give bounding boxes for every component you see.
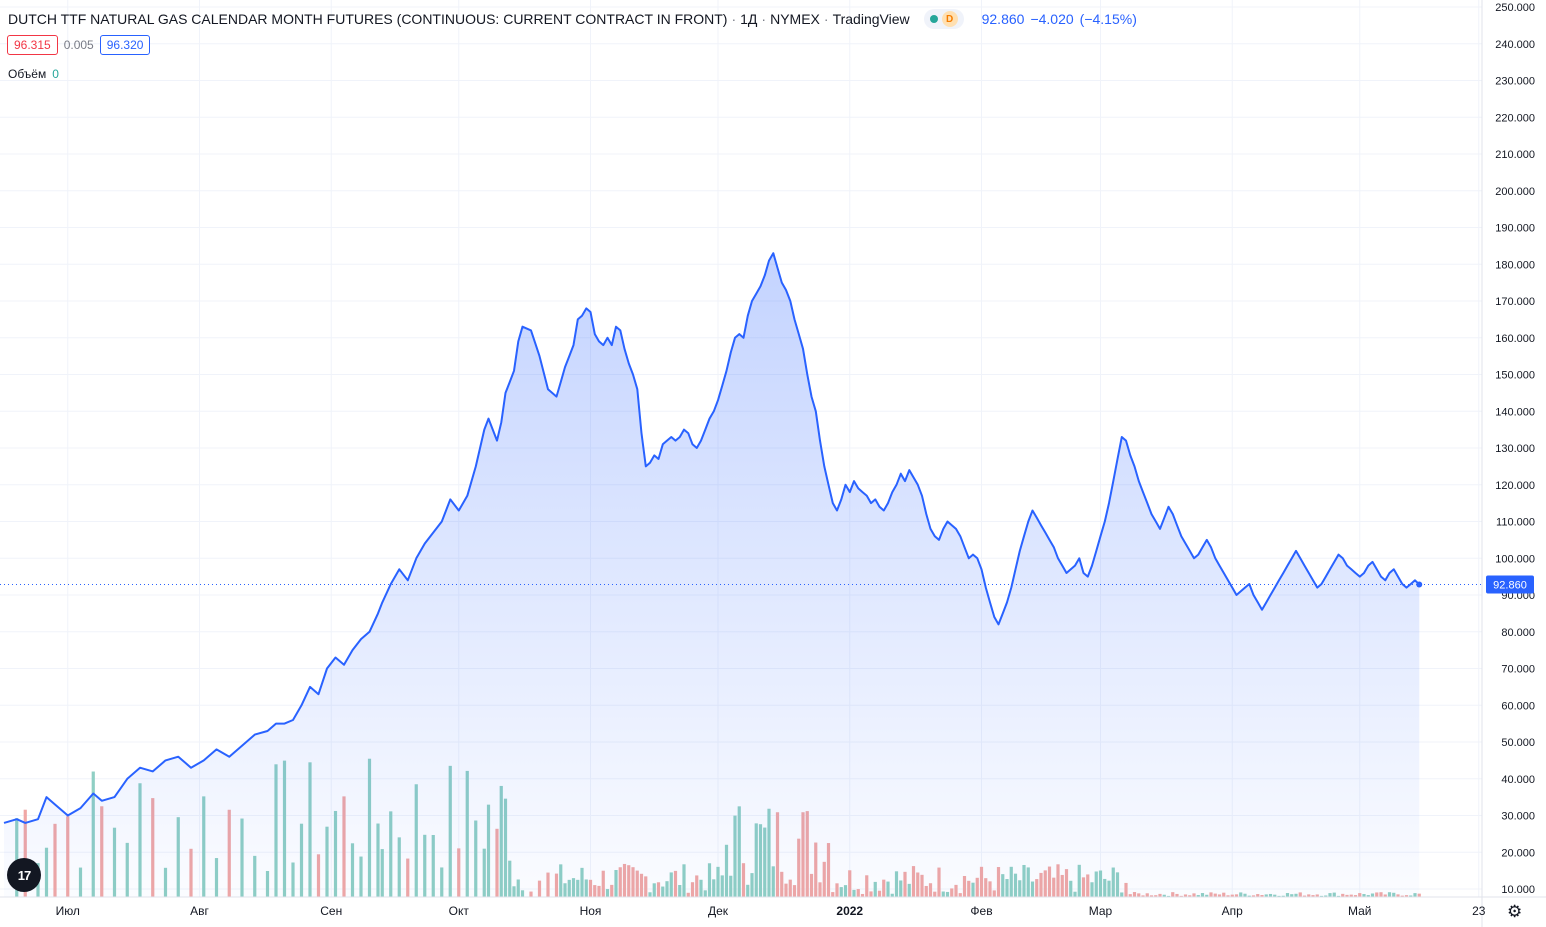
price-change-pct: (−4.15%): [1079, 11, 1137, 27]
y-tick-label: 230.000: [1495, 76, 1535, 88]
x-tick-label: Дек: [708, 904, 729, 918]
x-tick-label: Мар: [1089, 904, 1113, 918]
symbol-title: DUTCH TTF NATURAL GAS CALENDAR MONTH FUT…: [8, 11, 728, 27]
y-tick-label: 210.000: [1495, 149, 1535, 161]
x-tick-label: Фев: [970, 904, 992, 918]
y-tick-label: 20.000: [1501, 847, 1535, 859]
last-price-tag: [1486, 575, 1534, 594]
last-point: [1416, 581, 1423, 588]
exchange-label: NYMEX: [770, 11, 820, 27]
price-line: [3, 252, 1420, 824]
y-tick-label: 100.000: [1495, 553, 1535, 565]
market-status-icon: [929, 15, 938, 23]
last-price: 92.860: [981, 11, 1025, 27]
last-price-label: 92.860: [1493, 579, 1527, 591]
y-tick-label: 150.000: [1495, 370, 1535, 382]
x-tick-label: Июл: [56, 904, 80, 918]
x-tick-label: Ноя: [580, 904, 602, 918]
y-tick-label: 130.000: [1495, 443, 1535, 455]
y-tick-label: 170.000: [1495, 296, 1535, 308]
y-tick-label: 50.000: [1501, 737, 1535, 749]
interval-label[interactable]: 1Д: [740, 11, 758, 27]
y-tick-label: 140.000: [1495, 406, 1535, 418]
bid-ask-panel: 96.315 0.005 96.320: [7, 35, 151, 55]
ask-button[interactable]: 96.320: [99, 35, 151, 55]
bid-button[interactable]: 96.315: [7, 35, 58, 55]
y-tick-label: 120.000: [1495, 480, 1535, 492]
gear-icon[interactable]: ⚙: [1507, 902, 1523, 921]
y-tick-label: 80.000: [1501, 627, 1535, 639]
y-tick-label: 110.000: [1496, 517, 1535, 529]
y-tick-label: 60.000: [1501, 700, 1535, 712]
y-tick-label: 40.000: [1501, 774, 1535, 786]
price-change: −4.020: [1030, 11, 1074, 27]
y-tick-label: 70.000: [1501, 664, 1535, 676]
x-tick-label: Апр: [1222, 904, 1244, 918]
x-tick-label: Авг: [190, 904, 209, 918]
volume-legend: Объём 0: [8, 67, 59, 81]
price-area: [4, 253, 1420, 897]
volume-value: 0: [52, 67, 59, 81]
chart-legend: DUTCH TTF NATURAL GAS CALENDAR MONTH FUT…: [8, 9, 1137, 29]
y-tick-label: 240.000: [1495, 39, 1535, 51]
y-tick-label: 160.000: [1495, 333, 1535, 345]
x-tick-label: Окт: [449, 904, 470, 918]
y-tick-label: 250.000: [1495, 2, 1535, 14]
y-tick-label: 220.000: [1495, 112, 1535, 124]
y-tick-label: 30.000: [1501, 811, 1535, 823]
x-tick-label: Май: [1348, 904, 1372, 918]
x-tick-label: 2022: [836, 904, 863, 918]
status-indicators[interactable]: D: [923, 9, 964, 29]
spread-value: 0.005: [63, 38, 94, 52]
x-tick-label: Сен: [320, 904, 342, 918]
y-tick-label: 180.000: [1495, 259, 1535, 271]
y-tick-label: 200.000: [1495, 186, 1535, 198]
volume-label: Объём: [8, 67, 47, 81]
tradingview-logo[interactable]: 17: [7, 858, 41, 892]
y-tick-label: 10.000: [1501, 884, 1535, 896]
y-tick-label: 190.000: [1495, 223, 1535, 235]
delay-badge: D: [941, 11, 958, 27]
x-tick-label: 23: [1472, 904, 1486, 918]
source-label: TradingView: [832, 11, 910, 27]
